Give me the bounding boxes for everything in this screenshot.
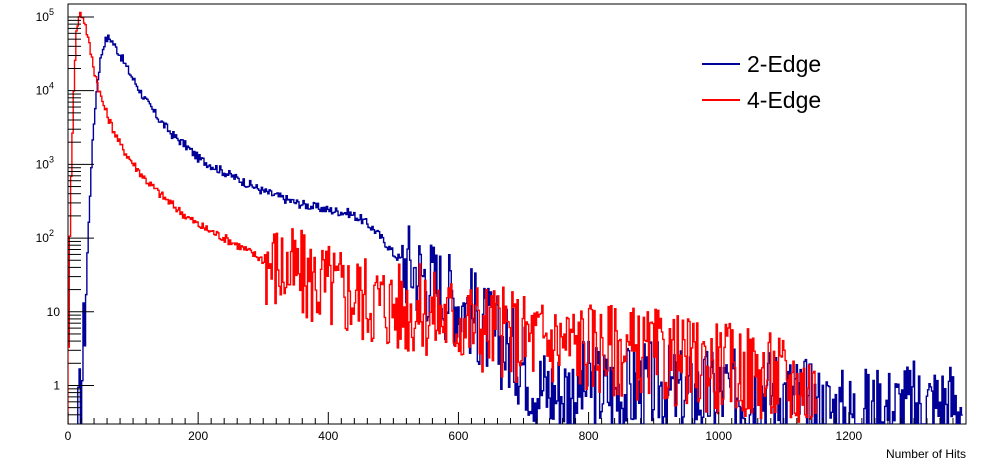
y-tick-label: 102 [36,228,54,245]
y-tick-label: 104 [36,81,54,98]
y-tick-label: 1 [53,378,60,392]
legend-label: 4-Edge [747,87,821,113]
x-tick-label: 1000 [705,429,732,443]
x-axis-title: Number of Hits [886,447,966,461]
x-tick-label: 400 [318,429,338,443]
y-tick-label: 103 [36,154,54,171]
x-tick-label: 200 [188,429,208,443]
legend-label: 2-Edge [747,51,821,77]
legend: 2-Edge 4-Edge [702,51,821,113]
y-tick-label: 10 [47,305,61,319]
x-tick-label: 0 [65,429,72,443]
y-tick-label: 105 [36,7,54,24]
series-4-edge-line [68,11,818,424]
x-tick-label: 600 [448,429,468,443]
x-tick-label: 800 [579,429,599,443]
x-tick-label: 1200 [836,429,863,443]
